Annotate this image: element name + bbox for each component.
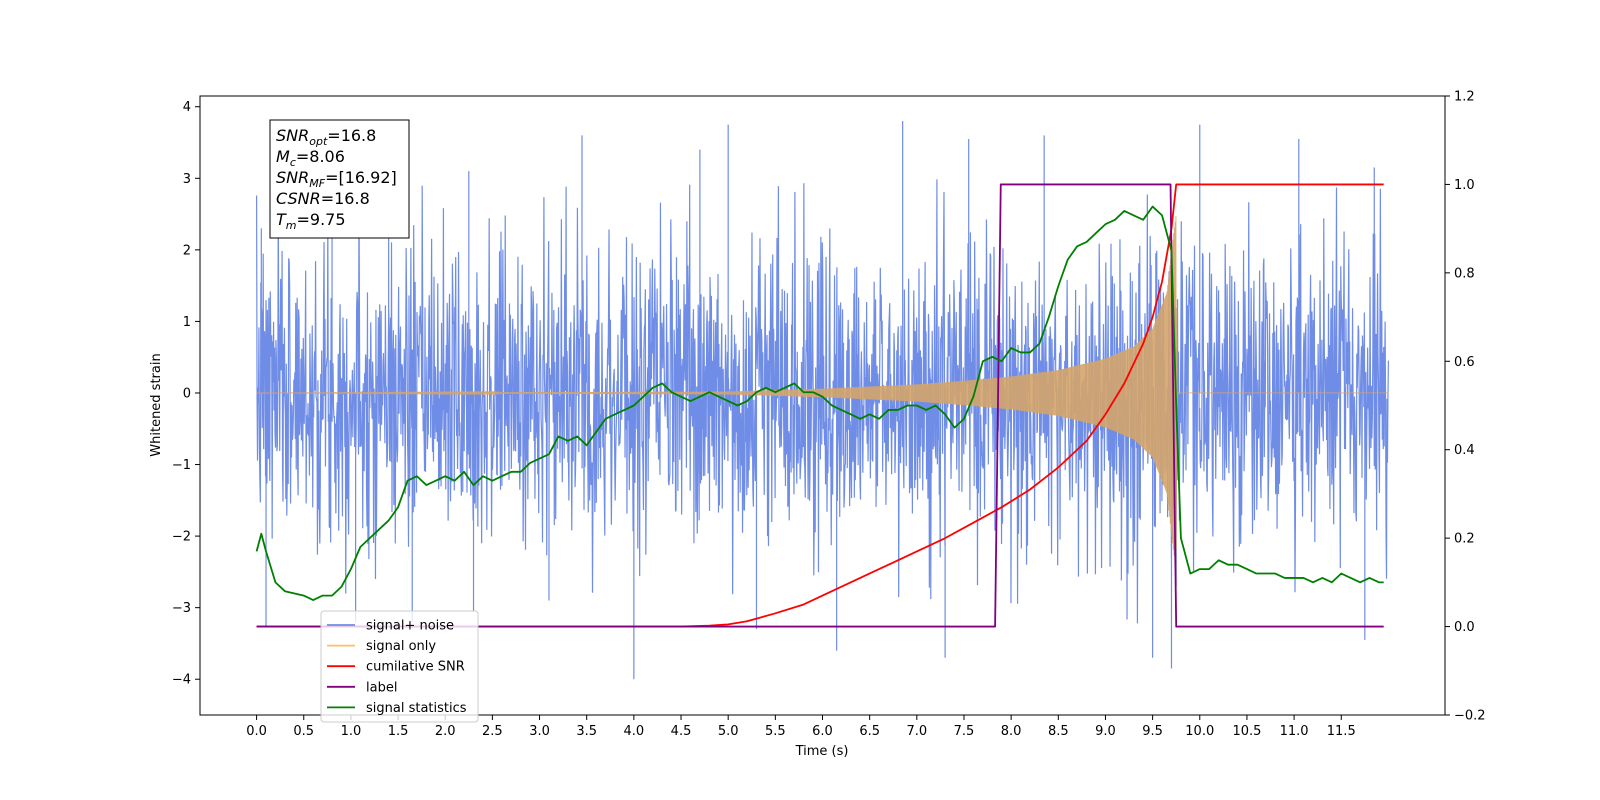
y-axis-right: −0.2 0.0 0.2 0.4 0.6 0.8 1.0 1.2 (1445, 90, 1486, 724)
x-tick-label: 7.0 (906, 724, 927, 739)
y-tick-label: 1 (183, 315, 191, 330)
x-tick-label: 10.5 (1232, 724, 1261, 739)
x-tick-label: 9.0 (1095, 724, 1116, 739)
x-tick-label: 11.0 (1280, 724, 1309, 739)
x-tick-label: 10.0 (1185, 724, 1214, 739)
series-signal-only (256, 216, 1389, 568)
x-tick-label: 0.5 (293, 724, 314, 739)
series-signal-statistics (255, 205, 1384, 601)
y-tick-label: 2 (183, 243, 191, 258)
x-tick-label: 2.0 (435, 724, 456, 739)
x-tick-label: 0.0 (246, 724, 267, 739)
legend-label: label (366, 680, 397, 695)
x-tick-label: 6.0 (812, 724, 833, 739)
x-tick-label: 4.5 (671, 724, 692, 739)
x-tick-label: 8.5 (1048, 724, 1069, 739)
x-tick-label: 2.5 (482, 724, 503, 739)
x-tick-label: 6.5 (859, 724, 880, 739)
y-tick-label: 3 (183, 172, 191, 187)
info-line: Tm=9.75 (276, 210, 346, 232)
y2-tick-label: −0.2 (1454, 709, 1486, 724)
info-line: SNRMF=[16.92] (276, 168, 397, 190)
legend-label: signal only (366, 639, 436, 654)
legend-label: signal statistics (366, 701, 467, 716)
info-line: SNRopt=16.8 (276, 126, 376, 148)
x-tick-label: 4.0 (624, 724, 645, 739)
x-tick-label: 1.5 (388, 724, 409, 739)
x-tick-label: 11.5 (1327, 724, 1356, 739)
x-tick-label: 7.5 (954, 724, 975, 739)
series-label (256, 183, 1384, 628)
x-tick-label: 1.0 (341, 724, 362, 739)
legend-frame (320, 610, 479, 723)
x-axis: 0.0 0.5 1.0 1.5 2.0 2.5 3.0 3.5 4.0 4.5 5.0 5.5 6.0 6… (246, 715, 1356, 739)
x-tick-label: 9.5 (1142, 724, 1163, 739)
legend: signal+ noise signal only cumilative SNR la… (320, 610, 479, 723)
y-tick-label: −4 (172, 673, 191, 688)
x-tick-label: 8.0 (1001, 724, 1022, 739)
y-tick-label: 4 (183, 100, 191, 115)
legend-label: cumilative SNR (366, 660, 465, 675)
y-tick-label: −1 (172, 458, 191, 473)
info-box: SNRopt=16.8Mc=8.06SNRMF=[16.92]CSNR=16.8… (269, 119, 410, 239)
info-line: Mc=8.06 (276, 147, 345, 169)
y2-tick-label: 0.6 (1454, 355, 1475, 370)
x-tick-label: 5.0 (718, 724, 739, 739)
y2-tick-label: 1.2 (1454, 90, 1475, 105)
y-axis-label: Whitened strain (149, 353, 164, 456)
y2-tick-label: 0.2 (1454, 532, 1475, 547)
y-tick-label: −3 (172, 601, 191, 616)
series-layer (255, 121, 1390, 680)
x-axis-label: Time (s) (795, 744, 849, 759)
series-cumulative-snr (256, 183, 1384, 628)
y-axis-left: −4 −3 −2 −1 0 1 2 3 4 (172, 100, 200, 688)
legend-label: signal+ noise (366, 619, 454, 634)
y2-tick-label: 0.0 (1454, 620, 1475, 635)
y-tick-label: −2 (172, 530, 191, 545)
y-tick-label: 0 (183, 386, 191, 401)
info-line: CSNR=16.8 (276, 189, 370, 208)
y2-tick-label: 0.4 (1454, 443, 1475, 458)
x-tick-label: 3.0 (529, 724, 550, 739)
y2-tick-label: 1.0 (1454, 178, 1475, 193)
series-signal-noise (255, 121, 1390, 680)
x-tick-label: 3.5 (576, 724, 597, 739)
y2-tick-label: 0.8 (1454, 266, 1475, 281)
x-tick-label: 5.5 (765, 724, 786, 739)
info-box-frame (269, 119, 410, 239)
